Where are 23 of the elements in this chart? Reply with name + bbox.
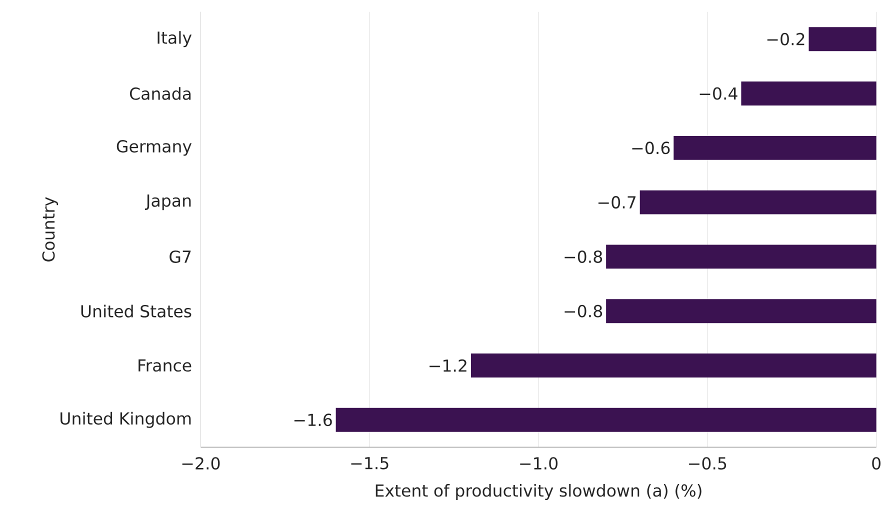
x-tick-label: −2.0 — [182, 457, 220, 470]
y-tick-label: Japan — [145, 194, 191, 210]
y-tick-label: France — [138, 360, 192, 372]
x-tick-label: 0 — [872, 457, 880, 470]
data-label: −1.2 — [430, 360, 466, 372]
x-tick-label: −0.5 — [689, 457, 726, 470]
x-tick-label: −1.5 — [351, 457, 388, 470]
data-label: −0.8 — [564, 250, 602, 264]
data-label: −0.4 — [700, 87, 738, 100]
y-tick-label: United States — [81, 304, 192, 318]
y-axis-title: Country — [42, 197, 58, 262]
x-axis-title: Extent of productivity slowdown (a) (%) — [376, 484, 702, 500]
data-label: −1.6 — [294, 414, 332, 426]
y-tick-label: Germany — [116, 140, 192, 156]
y-tick-label: Italy — [158, 31, 192, 48]
x-tick-label: −1.0 — [520, 457, 558, 470]
data-label: −0.2 — [767, 33, 804, 46]
data-label: −0.8 — [564, 304, 602, 318]
y-tick-label: G7 — [170, 250, 191, 264]
data-label: −0.7 — [598, 196, 636, 209]
y-tick-label: Canada — [130, 87, 191, 100]
data-label: −0.6 — [632, 142, 670, 154]
y-tick-label: United Kingdom — [60, 412, 191, 428]
